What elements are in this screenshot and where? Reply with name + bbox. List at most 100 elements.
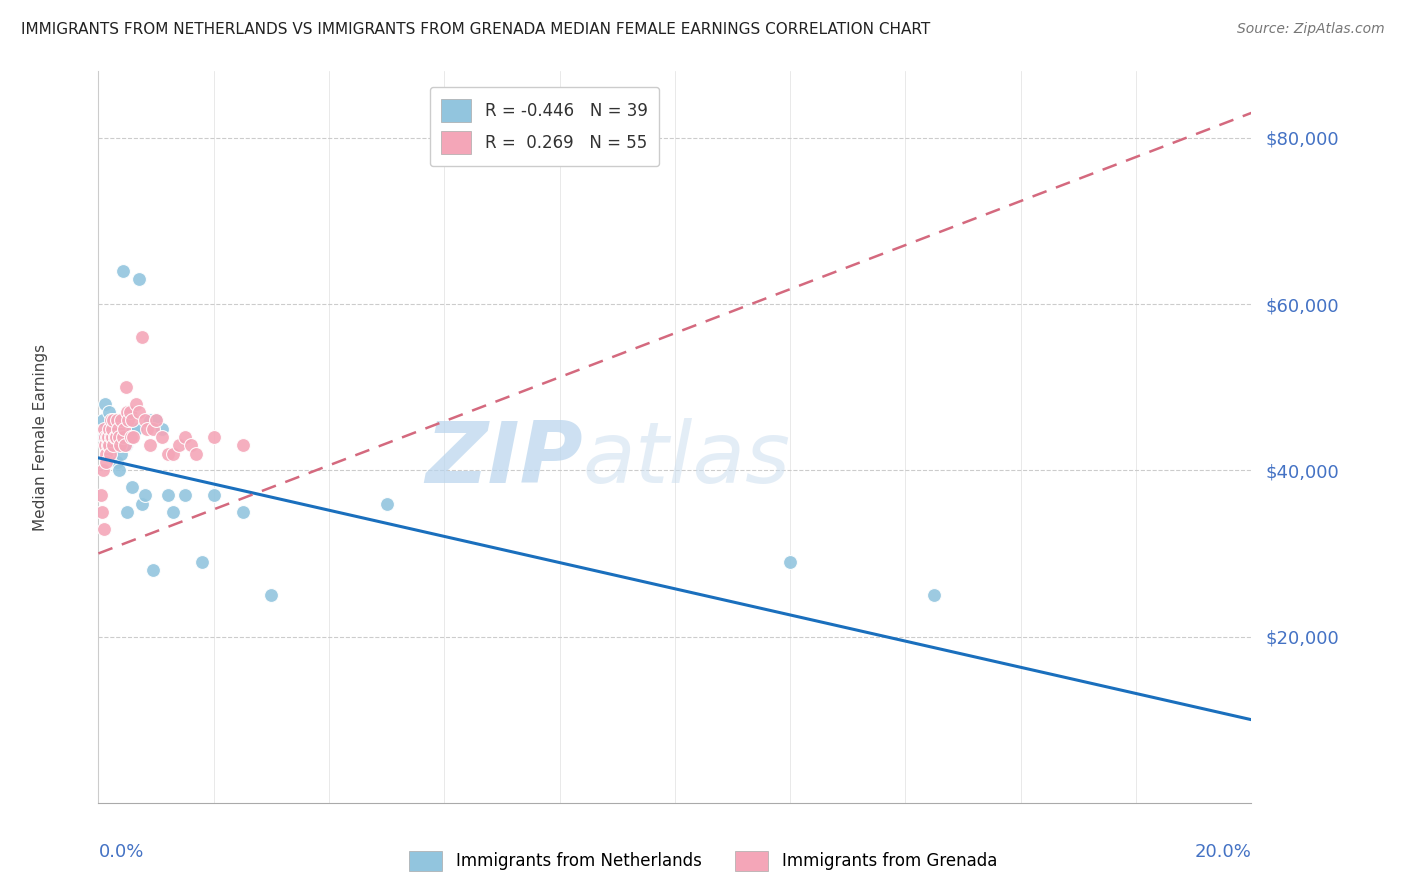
Point: [174, 430, 197, 444]
Point: [118, 405, 141, 419]
Point: [97, 438, 120, 452]
Point: [96, 455, 118, 469]
Point: [110, 447, 132, 461]
Point: [94, 397, 117, 411]
Point: [186, 447, 208, 461]
Point: [150, 430, 173, 444]
Point: [103, 438, 125, 452]
Point: [110, 438, 132, 452]
Point: [104, 430, 127, 444]
Point: [112, 413, 135, 427]
Legend: R = -0.446   N = 39, R =  0.269   N = 55: R = -0.446 N = 39, R = 0.269 N = 55: [430, 87, 659, 166]
Point: [107, 463, 129, 477]
Point: [100, 413, 122, 427]
Point: [779, 555, 801, 569]
Point: [134, 488, 156, 502]
Text: Median Female Earnings: Median Female Earnings: [34, 343, 48, 531]
Point: [98, 447, 121, 461]
Point: [103, 430, 125, 444]
Legend: Immigrants from Netherlands, Immigrants from Grenada: Immigrants from Netherlands, Immigrants …: [401, 842, 1005, 880]
Point: [111, 430, 134, 444]
Point: [131, 330, 153, 344]
Point: [103, 413, 125, 427]
Point: [122, 422, 145, 436]
Point: [156, 447, 179, 461]
Point: [136, 422, 159, 436]
Point: [104, 422, 127, 436]
Point: [121, 480, 143, 494]
Text: 20.0%: 20.0%: [1195, 843, 1251, 861]
Point: [101, 422, 124, 436]
Point: [145, 413, 167, 427]
Point: [131, 497, 153, 511]
Point: [110, 430, 132, 444]
Point: [121, 413, 143, 427]
Point: [93, 430, 115, 444]
Point: [93, 521, 115, 535]
Text: Source: ZipAtlas.com: Source: ZipAtlas.com: [1237, 22, 1385, 37]
Point: [108, 430, 131, 444]
Point: [142, 422, 165, 436]
Point: [100, 430, 122, 444]
Point: [162, 447, 184, 461]
Point: [117, 505, 139, 519]
Point: [115, 380, 138, 394]
Text: IMMIGRANTS FROM NETHERLANDS VS IMMIGRANTS FROM GRENADA MEDIAN FEMALE EARNINGS CO: IMMIGRANTS FROM NETHERLANDS VS IMMIGRANT…: [21, 22, 931, 37]
Point: [120, 405, 142, 419]
Point: [101, 438, 124, 452]
Text: atlas: atlas: [582, 417, 790, 500]
Point: [202, 430, 225, 444]
Point: [145, 413, 167, 427]
Point: [231, 505, 254, 519]
Point: [142, 563, 165, 577]
Point: [191, 555, 214, 569]
Point: [156, 488, 179, 502]
Point: [90, 488, 112, 502]
Point: [924, 588, 946, 602]
Point: [98, 438, 121, 452]
Point: [110, 413, 132, 427]
Point: [114, 438, 136, 452]
Point: [115, 438, 138, 452]
Point: [112, 422, 135, 436]
Point: [202, 488, 225, 502]
Point: [94, 447, 117, 461]
Point: [94, 430, 117, 444]
Point: [91, 463, 114, 477]
Point: [94, 438, 117, 452]
Point: [174, 488, 197, 502]
Point: [101, 413, 124, 427]
Point: [107, 422, 129, 436]
Point: [128, 405, 150, 419]
Point: [96, 430, 118, 444]
Point: [375, 497, 398, 511]
Point: [91, 505, 114, 519]
Point: [111, 264, 134, 278]
Point: [96, 438, 118, 452]
Point: [150, 422, 173, 436]
Point: [180, 438, 202, 452]
Point: [100, 422, 122, 436]
Text: 0.0%: 0.0%: [98, 843, 143, 861]
Point: [231, 438, 254, 452]
Point: [91, 413, 114, 427]
Point: [139, 413, 162, 427]
Point: [97, 405, 120, 419]
Point: [128, 272, 150, 286]
Point: [120, 430, 142, 444]
Point: [122, 430, 145, 444]
Point: [105, 455, 128, 469]
Point: [117, 405, 139, 419]
Point: [139, 438, 162, 452]
Point: [125, 422, 148, 436]
Text: ZIP: ZIP: [425, 417, 582, 500]
Point: [100, 430, 122, 444]
Point: [117, 413, 139, 427]
Point: [97, 430, 120, 444]
Point: [162, 505, 184, 519]
Point: [98, 430, 121, 444]
Point: [125, 397, 148, 411]
Point: [93, 422, 115, 436]
Point: [105, 413, 128, 427]
Point: [167, 438, 190, 452]
